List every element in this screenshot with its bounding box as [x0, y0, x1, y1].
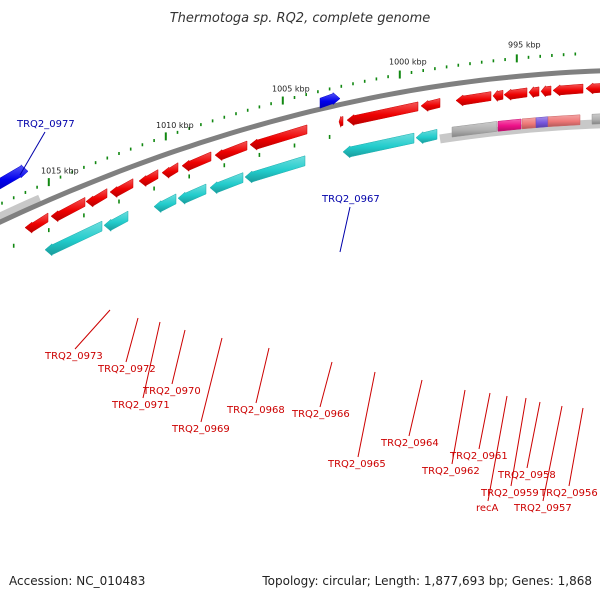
reverse-cds-arrow [346, 101, 419, 127]
gene-label[interactable]: TRQ2_0965 [327, 459, 386, 470]
outer-backbone-arc [0, 194, 42, 223]
reverse-cds-arrow [492, 89, 504, 103]
grey-feature [451, 121, 498, 138]
gene-label[interactable]: TRQ2_0964 [380, 438, 439, 449]
reverse-cds-arrow [585, 82, 600, 95]
reverse-cds-arrow [338, 116, 344, 128]
gene-label[interactable]: TRQ2_0961 [449, 451, 508, 462]
leader-line [171, 329, 186, 385]
gene-label[interactable]: TRQ2_0971 [111, 400, 170, 411]
forward-cds-arrow [319, 92, 341, 109]
gene-label[interactable]: TRQ2_0956 [539, 488, 598, 499]
rna-feature [415, 128, 438, 145]
reverse-cds-arrow [85, 188, 108, 208]
salmon-feature [547, 114, 581, 127]
gene-label[interactable]: TRQ2_0958 [497, 470, 556, 481]
leader-line [357, 371, 376, 458]
scale-label: 1000 kbp [389, 58, 427, 67]
leader-line [478, 392, 491, 450]
grey-feature [591, 113, 600, 125]
gene-label[interactable]: TRQ2_0969 [171, 424, 230, 435]
scale-label: 1010 kbp [156, 121, 194, 130]
leader-line [200, 337, 223, 423]
reverse-cds-arrow [109, 178, 134, 199]
reverse-cds-arrow [50, 196, 86, 223]
leader-line [451, 389, 466, 465]
rna-feature [44, 220, 103, 257]
main-backbone-arc [0, 68, 600, 225]
rna-feature [342, 132, 415, 159]
gene-labels: TRQ2_0977 TRQ2_0967 TRQ2_0973 TRQ2_0972 TRQ2… [16, 119, 598, 514]
violet-feature [535, 116, 549, 128]
leader-line [408, 379, 423, 437]
magenta-feature [497, 118, 522, 132]
leader-line [125, 317, 139, 363]
genome-summary-text: Topology: circular; Length: 1,877,693 bp… [262, 574, 592, 588]
rna-feature [153, 193, 177, 214]
gene-label[interactable]: TRQ2_0968 [226, 405, 285, 416]
label-leader-lines [19, 131, 584, 502]
gene-label[interactable]: TRQ2_0959 [480, 488, 539, 499]
forward-cds-arrow [0, 164, 29, 190]
leader-line [568, 407, 584, 487]
reverse-cds-arrow [24, 212, 49, 234]
reverse-cds-arrow [161, 162, 179, 179]
scale-label: 1005 kbp [272, 84, 310, 93]
scale-label: 1015 kbp [41, 167, 79, 176]
gene-label[interactable]: TRQ2_0957 [513, 503, 572, 514]
reverse-cds-arrow [552, 83, 584, 97]
reverse-cds-arrow [138, 169, 159, 188]
reverse-cds-arrow [540, 85, 552, 98]
scale-label: 995 kbp [508, 40, 541, 49]
leader-line [526, 401, 541, 469]
leader-line [74, 309, 111, 350]
reverse-cds-arrow [420, 98, 441, 112]
rna-feature [103, 210, 129, 232]
reverse-cds-arrow [528, 86, 540, 99]
gene-label[interactable]: recA [476, 503, 499, 514]
gene-label[interactable]: TRQ2_0962 [421, 466, 480, 477]
reverse-cds-arrow [181, 151, 212, 172]
reverse-cds-arrow [455, 91, 492, 107]
gene-label[interactable]: TRQ2_0967 [321, 194, 380, 205]
gene-label[interactable]: TRQ2_0966 [291, 409, 350, 420]
reverse-cds-arrow [249, 124, 308, 151]
leader-line [487, 395, 508, 502]
reverse-cds-arrow [503, 87, 528, 101]
leader-line [142, 321, 161, 399]
gene-label[interactable]: TRQ2_0973 [44, 351, 103, 362]
gene-label[interactable]: TRQ2_0972 [97, 364, 156, 375]
rna-feature [209, 172, 244, 195]
leader-line [542, 405, 563, 502]
accession-text: Accession: NC_010483 [9, 574, 146, 588]
gene-label[interactable]: TRQ2_0970 [142, 386, 201, 397]
leader-line [319, 361, 333, 408]
leader-line [510, 397, 527, 487]
salmon-feature [521, 117, 537, 130]
rna-feature [244, 155, 306, 184]
feature-arrows [0, 82, 600, 257]
reverse-cds-arrow [214, 140, 248, 162]
rna-feature [177, 183, 207, 205]
leader-line [255, 347, 270, 404]
leader-line [339, 206, 351, 253]
scale-ticks: 1015 kbp 1010 kbp 1005 kbp 1000 kbp 995 kbp [1, 40, 577, 248]
gene-label[interactable]: TRQ2_0977 [16, 119, 75, 130]
map-title: Thermotoga sp. RQ2, complete genome [170, 11, 431, 26]
leader-line [19, 131, 46, 176]
